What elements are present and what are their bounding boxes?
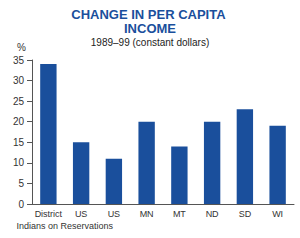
svg-text:US: US: [75, 209, 88, 219]
svg-text:0: 0: [18, 199, 24, 210]
svg-text:SD: SD: [239, 209, 252, 219]
svg-text:10: 10: [13, 157, 25, 168]
svg-text:US: US: [108, 209, 121, 219]
svg-text:30: 30: [13, 75, 25, 86]
svg-text:CHANGE IN PER CAPITA: CHANGE IN PER CAPITA: [71, 7, 228, 22]
svg-text:INCOME: INCOME: [124, 21, 176, 36]
svg-text:5: 5: [18, 178, 24, 189]
svg-text:25: 25: [13, 96, 25, 107]
svg-text:Indians on Reservations: Indians on Reservations: [16, 221, 113, 231]
svg-text:35: 35: [13, 55, 25, 66]
svg-text:District: District: [35, 209, 63, 219]
svg-text:MT: MT: [173, 209, 186, 219]
svg-text:MN: MN: [140, 209, 154, 219]
svg-text:15: 15: [13, 137, 25, 148]
svg-text:WI: WI: [272, 209, 283, 219]
svg-text:20: 20: [13, 116, 25, 127]
svg-text:1989–99 (constant dollars): 1989–99 (constant dollars): [91, 37, 209, 48]
svg-text:ND: ND: [206, 209, 219, 219]
svg-text:%: %: [17, 42, 26, 53]
